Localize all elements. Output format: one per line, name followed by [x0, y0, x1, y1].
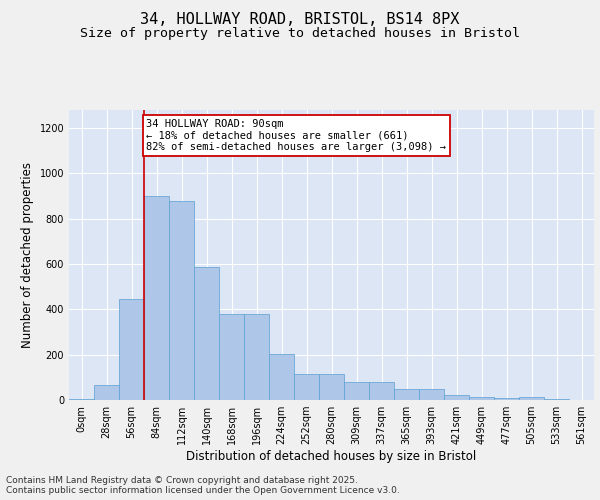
Bar: [344, 382, 369, 400]
X-axis label: Distribution of detached houses by size in Bristol: Distribution of detached houses by size …: [187, 450, 476, 463]
Text: Size of property relative to detached houses in Bristol: Size of property relative to detached ho…: [80, 28, 520, 40]
Bar: [444, 396, 469, 400]
Bar: [219, 314, 244, 400]
Bar: [419, 389, 444, 400]
Text: 34 HOLLWAY ROAD: 90sqm
← 18% of detached houses are smaller (661)
82% of semi-de: 34 HOLLWAY ROAD: 90sqm ← 18% of detached…: [146, 119, 446, 152]
Bar: [269, 354, 294, 400]
Text: 34, HOLLWAY ROAD, BRISTOL, BS14 8PX: 34, HOLLWAY ROAD, BRISTOL, BS14 8PX: [140, 12, 460, 28]
Bar: [144, 196, 169, 400]
Bar: [69, 399, 94, 400]
Bar: [194, 268, 219, 400]
Bar: [369, 382, 394, 400]
Bar: [319, 374, 344, 400]
Bar: [394, 388, 419, 400]
Bar: [119, 299, 144, 400]
Bar: [494, 398, 519, 400]
Bar: [169, 200, 194, 400]
Y-axis label: Number of detached properties: Number of detached properties: [21, 162, 34, 348]
Text: Contains HM Land Registry data © Crown copyright and database right 2025.
Contai: Contains HM Land Registry data © Crown c…: [6, 476, 400, 495]
Bar: [244, 314, 269, 400]
Bar: [94, 386, 119, 400]
Bar: [294, 374, 319, 400]
Bar: [469, 397, 494, 400]
Bar: [519, 396, 544, 400]
